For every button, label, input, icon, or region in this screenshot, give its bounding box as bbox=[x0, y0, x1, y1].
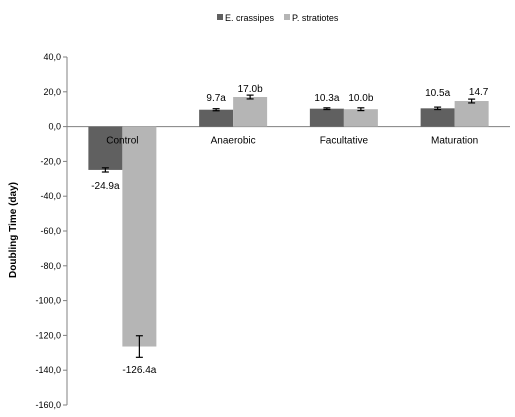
category-labels: Control Anaerobic Facultative Maturation bbox=[106, 136, 478, 147]
legend-label: E. crassipes bbox=[225, 13, 275, 23]
data-label: 17.0b bbox=[238, 84, 263, 95]
bar bbox=[122, 126, 157, 347]
category-label: Anaerobic bbox=[211, 136, 256, 147]
y-tick-label: -100,0 bbox=[35, 296, 61, 306]
bar bbox=[343, 109, 378, 127]
y-tick-label: -140,0 bbox=[35, 365, 61, 375]
y-tick-label: 40,0 bbox=[43, 52, 61, 62]
bar bbox=[233, 97, 268, 127]
y-tick-label: -20,0 bbox=[40, 156, 61, 166]
y-tick-label: -160,0 bbox=[35, 400, 61, 410]
y-tick-label: -60,0 bbox=[40, 226, 61, 236]
bar bbox=[88, 126, 123, 170]
data-label: -24.9a bbox=[91, 181, 120, 192]
bars bbox=[88, 94, 489, 358]
bar bbox=[309, 108, 344, 127]
category-label: Facultative bbox=[320, 136, 369, 147]
y-axis-title: Doubling Time (day) bbox=[8, 182, 19, 278]
legend-label: P. stratiotes bbox=[292, 13, 339, 23]
bar bbox=[454, 101, 489, 127]
legend-swatch bbox=[217, 14, 223, 20]
data-labels: -24.9a -126.4a 9.7a 17.0b 10.3a 10.0b 10.5a 14.… bbox=[91, 84, 489, 376]
legend: E. crassipes P. stratiotes bbox=[217, 13, 339, 23]
data-label: 10.0b bbox=[348, 93, 373, 104]
legend-swatch bbox=[284, 14, 290, 20]
category-label: Maturation bbox=[431, 136, 478, 147]
data-label: 9.7a bbox=[206, 93, 226, 104]
y-tick-label: 20,0 bbox=[43, 87, 61, 97]
data-label: 14.7 bbox=[469, 87, 489, 98]
data-label: -126.4a bbox=[122, 365, 156, 376]
y-tick-label: 0,0 bbox=[48, 122, 61, 132]
bar bbox=[199, 109, 234, 127]
y-tick-label: -80,0 bbox=[40, 261, 61, 271]
data-label: 10.5a bbox=[425, 88, 450, 99]
bar bbox=[420, 108, 455, 127]
y-tick-label: -120,0 bbox=[35, 330, 61, 340]
category-label: Control bbox=[106, 136, 138, 147]
data-label: 10.3a bbox=[314, 93, 339, 104]
y-tick-label: -40,0 bbox=[40, 191, 61, 201]
y-axis: 40,0 20,0 0,0 -20,0 -40,0 -60,0 -80,0 -100,0 -12… bbox=[35, 52, 510, 410]
